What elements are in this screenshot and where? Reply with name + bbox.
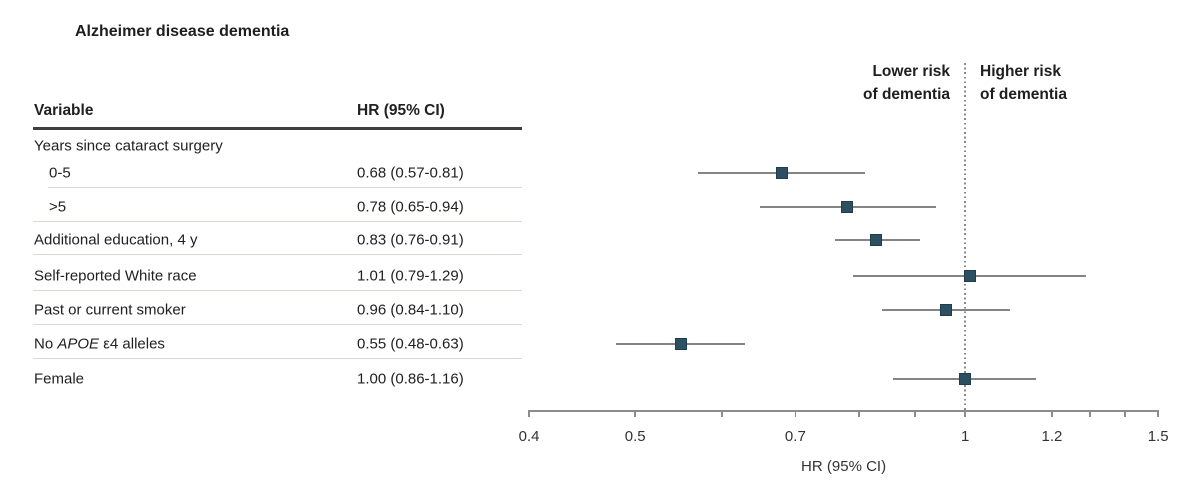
x-axis-tick-label: 0.7 xyxy=(784,428,806,445)
label-text: Female xyxy=(34,370,85,388)
x-axis-tick-label: 1 xyxy=(960,428,970,445)
variable-group-label: Years since cataract surgery xyxy=(34,137,223,155)
hr-value: 0.83 (0.76-0.91) xyxy=(357,231,464,249)
row-separator xyxy=(33,290,522,291)
variable-label: No APOE ε4 alleles xyxy=(34,336,165,353)
row-separator xyxy=(33,254,522,255)
x-axis-tick-label: 0.4 xyxy=(518,428,540,445)
row-separator xyxy=(33,324,522,325)
table-header-rule xyxy=(33,127,522,130)
figure-title: Alzheimer disease dementia xyxy=(75,23,290,40)
x-axis-major-tick xyxy=(528,410,530,417)
column-header-variable: Variable xyxy=(34,102,94,119)
hr-marker xyxy=(870,234,883,246)
hr-value: 1.01 (0.79-1.29) xyxy=(357,267,464,285)
reference-line xyxy=(964,63,967,410)
x-axis-tick-label: 0.5 xyxy=(624,428,646,445)
row-separator xyxy=(48,187,522,188)
x-axis-title: HR (95% CI) xyxy=(801,458,887,475)
label-text: Additional education, 4 y xyxy=(34,231,198,249)
hr-value: 0.68 (0.57-0.81) xyxy=(357,164,464,182)
label-text: Self-reported White race xyxy=(34,267,197,285)
x-axis-major-tick xyxy=(634,410,636,417)
hr-marker xyxy=(963,270,976,282)
row-separator xyxy=(33,221,522,222)
x-axis-minor-tick xyxy=(858,410,860,417)
x-axis-minor-tick xyxy=(1089,410,1091,417)
x-axis-minor-tick xyxy=(1124,410,1127,417)
variable-label: >5 xyxy=(49,199,66,216)
higher-risk-region-label: Higher risk of dementia xyxy=(980,60,1067,106)
lower-risk-line2: of dementia xyxy=(863,86,950,103)
lower-risk-region-label: Lower risk of dementia xyxy=(863,60,950,106)
x-axis-tick-label: 1.5 xyxy=(1147,428,1169,445)
hr-value: 0.96 (0.84-1.10) xyxy=(357,301,464,319)
higher-risk-line2: of dementia xyxy=(980,86,1067,103)
higher-risk-line1: Higher risk xyxy=(980,63,1061,80)
variable-label: Past or current smoker xyxy=(34,302,186,319)
x-axis-line xyxy=(528,410,1160,412)
variable-label: Additional education, 4 y xyxy=(34,232,197,249)
x-axis-major-tick xyxy=(794,410,797,417)
hr-value: 0.55 (0.48-0.63) xyxy=(357,335,464,353)
row-separator xyxy=(33,358,522,359)
variable-label: Female xyxy=(34,371,84,388)
lower-risk-line1: Lower risk xyxy=(872,63,950,80)
hr-marker xyxy=(959,373,972,385)
hr-marker xyxy=(939,304,952,316)
label-text: No xyxy=(34,335,58,353)
hr-marker xyxy=(674,338,687,350)
column-header-hr: HR (95% CI) xyxy=(357,102,445,119)
x-axis-minor-tick xyxy=(914,410,916,417)
x-axis-minor-tick xyxy=(721,410,723,417)
variable-label: Self-reported White race xyxy=(34,268,197,285)
x-axis-major-tick xyxy=(1051,410,1053,417)
x-axis-tick-label: 1.2 xyxy=(1041,428,1063,445)
x-axis-major-tick xyxy=(964,410,966,417)
x-axis-major-tick xyxy=(1157,410,1159,417)
hr-value: 1.00 (0.86-1.16) xyxy=(357,370,464,388)
hr-value: 0.78 (0.65-0.94) xyxy=(357,198,464,216)
variable-label: 0-5 xyxy=(49,165,71,182)
hr-marker xyxy=(840,201,853,213)
hr-marker xyxy=(775,167,788,179)
label-text: ε4 alleles xyxy=(99,335,165,353)
label-text: Past or current smoker xyxy=(34,301,186,319)
label-text: >5 xyxy=(49,198,67,216)
gene-name-italic: APOE xyxy=(57,335,100,353)
label-text: 0-5 xyxy=(49,164,71,182)
